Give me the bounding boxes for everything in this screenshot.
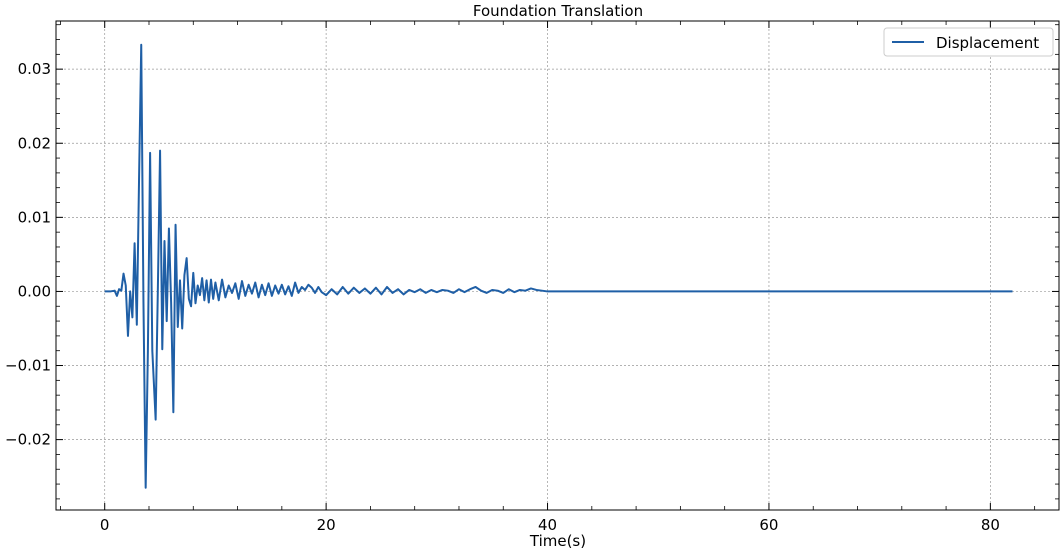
series-line-displacement bbox=[104, 43, 1013, 489]
y-tick-label: 0.02 bbox=[18, 134, 51, 152]
x-tick-label: 20 bbox=[317, 516, 336, 534]
x-tick-label: 60 bbox=[759, 516, 778, 534]
legend-box bbox=[883, 27, 1054, 57]
grid bbox=[56, 21, 1059, 510]
legend: Displacement bbox=[883, 27, 1054, 57]
plot-frame bbox=[55, 20, 1060, 511]
series-group bbox=[104, 43, 1013, 489]
x-tick-label: 80 bbox=[981, 516, 1000, 534]
y-tick-label: 0.01 bbox=[18, 208, 51, 226]
y-tick-label: −0.01 bbox=[5, 357, 51, 375]
ticks bbox=[56, 21, 1059, 510]
x-tick-label: 0 bbox=[100, 516, 110, 534]
legend-label: Displacement bbox=[936, 34, 1039, 52]
x-axis-label: Time(s) bbox=[529, 532, 586, 550]
y-tick-label: 0.00 bbox=[18, 282, 51, 300]
y-tick-label: 0.03 bbox=[18, 60, 51, 78]
chart-title: Foundation Translation bbox=[473, 2, 643, 20]
x-tick-label: 40 bbox=[538, 516, 557, 534]
tick-labels: 0 20 40 60 80 −0.02 −0.01 0.00 0.01 0.02 0.03 bbox=[5, 60, 1000, 534]
y-tick-label: −0.02 bbox=[5, 431, 51, 449]
